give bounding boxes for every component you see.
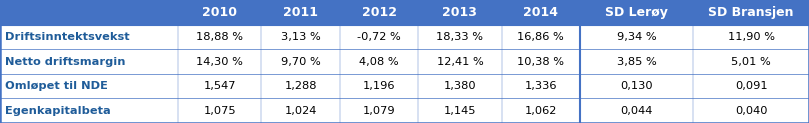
- Text: 2012: 2012: [362, 6, 396, 19]
- Text: 1,380: 1,380: [443, 81, 477, 91]
- Text: 3,85 %: 3,85 %: [616, 56, 657, 67]
- Bar: [0, 0, 809, 25]
- Text: 0,044: 0,044: [621, 106, 653, 116]
- Text: Egenkapitalbeta: Egenkapitalbeta: [5, 106, 111, 116]
- Text: 16,86 %: 16,86 %: [518, 32, 564, 42]
- Text: Netto driftsmargin: Netto driftsmargin: [5, 56, 125, 67]
- Text: 9,70 %: 9,70 %: [281, 56, 320, 67]
- Text: 1,336: 1,336: [524, 81, 557, 91]
- Text: 11,90 %: 11,90 %: [727, 32, 775, 42]
- Text: 4,08 %: 4,08 %: [359, 56, 399, 67]
- Text: 1,288: 1,288: [284, 81, 317, 91]
- Text: 3,13 %: 3,13 %: [281, 32, 320, 42]
- Text: 1,024: 1,024: [284, 106, 317, 116]
- Text: 18,33 %: 18,33 %: [436, 32, 484, 42]
- Text: 5,01 %: 5,01 %: [731, 56, 771, 67]
- Text: SD Bransjen: SD Bransjen: [709, 6, 794, 19]
- Text: 0,091: 0,091: [735, 81, 768, 91]
- Text: 2014: 2014: [523, 6, 558, 19]
- Text: 2013: 2013: [443, 6, 477, 19]
- Text: 14,30 %: 14,30 %: [197, 56, 243, 67]
- Text: 2011: 2011: [283, 6, 318, 19]
- Text: 9,34 %: 9,34 %: [617, 32, 656, 42]
- Text: 0,130: 0,130: [621, 81, 653, 91]
- Bar: [0, 98, 809, 123]
- Bar: [0, 74, 809, 98]
- Text: 0,040: 0,040: [735, 106, 768, 116]
- Text: 1,062: 1,062: [524, 106, 557, 116]
- Text: 1,547: 1,547: [203, 81, 236, 91]
- Text: 12,41 %: 12,41 %: [437, 56, 483, 67]
- Text: 2010: 2010: [202, 6, 237, 19]
- Bar: [0, 25, 809, 49]
- Text: 1,075: 1,075: [203, 106, 236, 116]
- Text: 1,196: 1,196: [362, 81, 396, 91]
- Text: Driftsinntektsvekst: Driftsinntektsvekst: [5, 32, 129, 42]
- Text: 18,88 %: 18,88 %: [196, 32, 244, 42]
- Bar: [0, 49, 809, 74]
- Text: 10,38 %: 10,38 %: [517, 56, 565, 67]
- Text: 1,079: 1,079: [362, 106, 396, 116]
- Text: 1,145: 1,145: [443, 106, 477, 116]
- Text: SD Lerøy: SD Lerøy: [605, 6, 668, 19]
- Text: -0,72 %: -0,72 %: [357, 32, 401, 42]
- Text: Omløpet til NDE: Omløpet til NDE: [5, 81, 108, 91]
